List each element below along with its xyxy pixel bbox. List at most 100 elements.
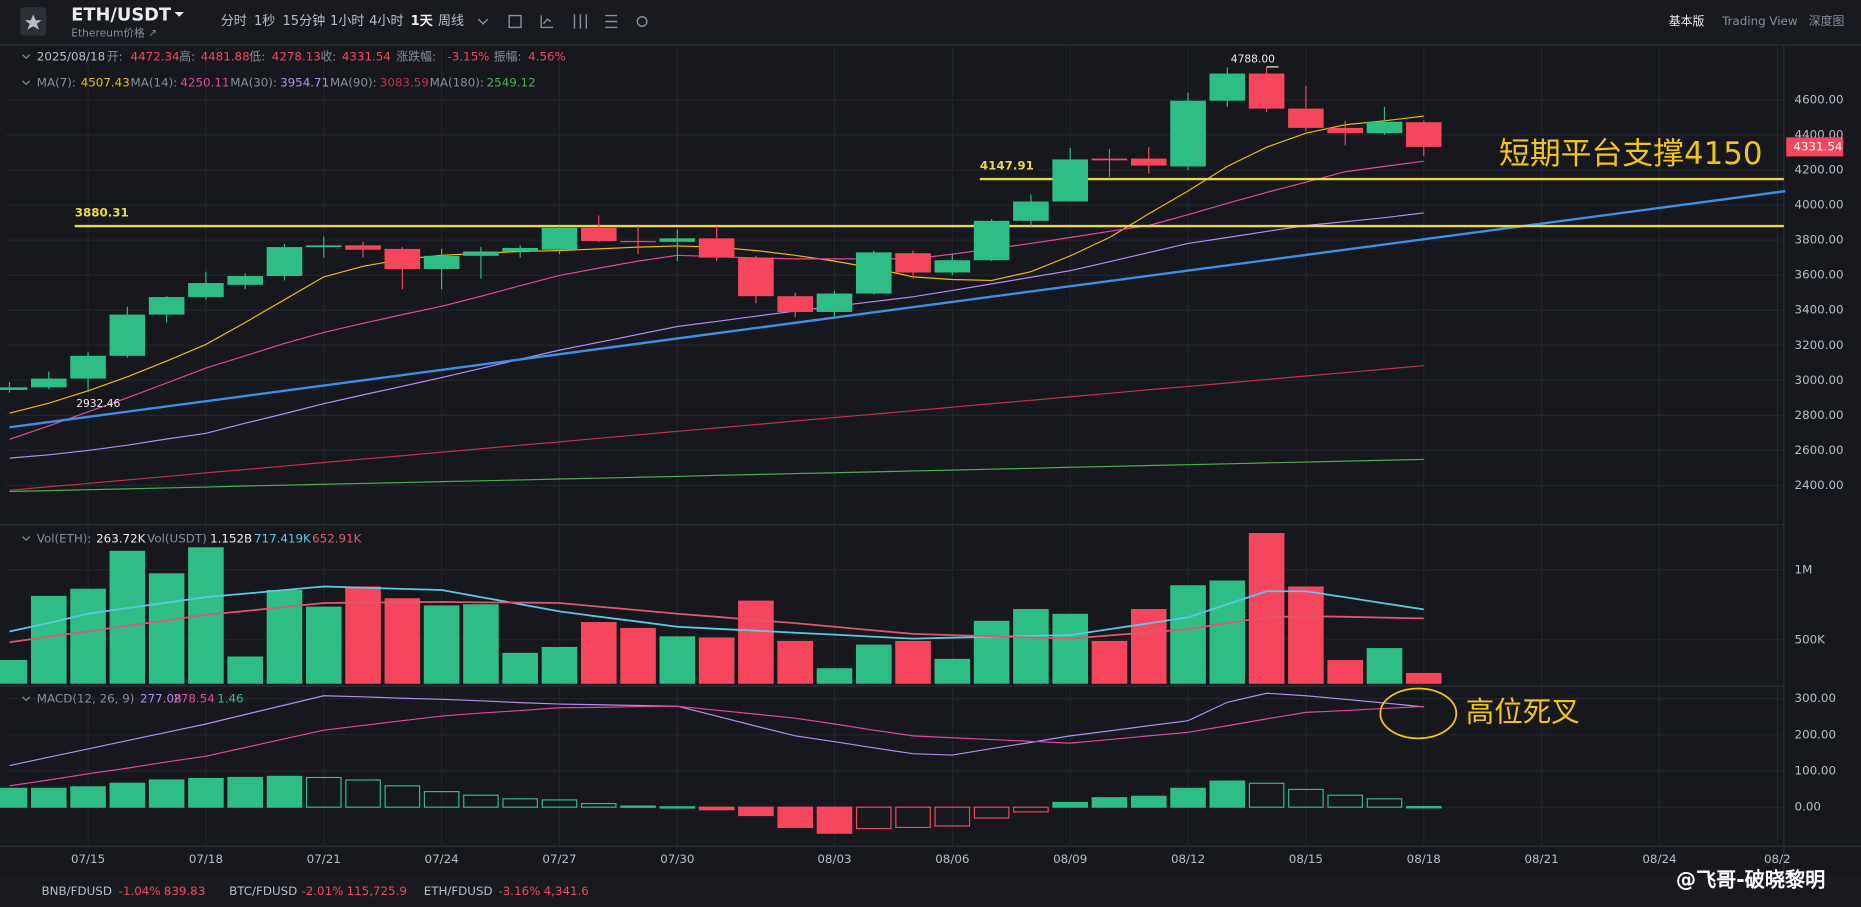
macd-histogram-bar: [266, 775, 303, 808]
more-dropdown[interactable]: [477, 18, 489, 25]
volume-bar: [620, 627, 656, 684]
tool-icon[interactable]: [573, 14, 588, 29]
y-tick-label: 4200.00: [1795, 162, 1844, 176]
volume-ma-line: [9, 600, 1424, 644]
volume-ma-line: [9, 585, 1424, 640]
interval-button[interactable]: 1秒: [254, 14, 275, 29]
symbol[interactable]: ETH/USDT: [71, 5, 172, 26]
volume-bar: [816, 668, 853, 684]
volume-bar: [1170, 585, 1206, 684]
macd-histogram-bar: [70, 786, 106, 808]
y-tick-label: 0.00: [1795, 800, 1821, 814]
ticker-symbol[interactable]: ETH/FDUSD: [424, 884, 493, 898]
asset-name[interactable]: Ethereum价格 ↗: [71, 26, 157, 39]
x-tick-label: 08/09: [1053, 852, 1087, 866]
tool-icon[interactable]: [508, 14, 522, 29]
info-value: -3.15%: [447, 50, 489, 64]
info-label: 涨跌幅:: [396, 50, 436, 64]
trendline: [9, 189, 1786, 429]
x-tick-label: 07/18: [189, 852, 223, 866]
ticker-symbol[interactable]: BTC/FDUSD: [229, 884, 297, 898]
volume-bar: [895, 640, 931, 684]
volume-bar: [109, 550, 146, 684]
ma-legend-label: MA(7):: [37, 76, 76, 90]
x-tick-label: 08/03: [817, 852, 851, 866]
x-tick-label: 07/24: [425, 852, 459, 866]
macd-label: MACD(12, 26, 9): [37, 692, 135, 706]
macd-histogram-bar: [1052, 801, 1088, 808]
ma-line: [9, 212, 1424, 459]
volume-label: Vol(ETH):: [37, 531, 92, 545]
macd-histogram-bar: [580, 802, 617, 808]
macd-histogram-bar: [777, 806, 814, 829]
ma-legend-value: 2549.12: [487, 76, 536, 90]
volume-bar: [738, 600, 774, 684]
y-tick-label: 3600.00: [1795, 268, 1844, 282]
candle-body: [1405, 122, 1442, 147]
interval-button[interactable]: 4小时: [369, 14, 403, 29]
interval-button[interactable]: 1天: [411, 14, 434, 29]
macd-histogram-bar: [1288, 788, 1324, 808]
watermark: @飞哥-破晓黎明: [1676, 867, 1825, 891]
bottom-bar: [0, 874, 1861, 907]
symbol-dropdown[interactable]: [174, 11, 184, 17]
candle-body: [541, 227, 578, 250]
volume-bar: [777, 640, 814, 684]
interval-button[interactable]: 分时: [221, 14, 247, 29]
price-tag: [1786, 137, 1844, 157]
x-tick-label: 08/15: [1289, 852, 1323, 866]
extreme-label: 4788.00: [1231, 53, 1275, 66]
info-label: 高:: [179, 50, 195, 64]
annotation: 高位死叉: [1466, 695, 1580, 728]
macd-histogram-bar: [541, 799, 578, 808]
volume-ma-value: 717.419K: [254, 531, 312, 545]
interval-button[interactable]: 15分钟: [282, 13, 325, 29]
macd-histogram-bar: [0, 787, 28, 808]
ma-legend-label: MA(90):: [330, 76, 377, 90]
x-tick-label: 07/27: [542, 852, 576, 866]
info-date: 2025/08/18: [37, 50, 105, 64]
ticker-symbol[interactable]: BNB/FDUSD: [42, 884, 112, 898]
tool-icon[interactable]: [605, 14, 618, 29]
interval-button[interactable]: 1小时: [330, 14, 364, 29]
candle-body: [659, 238, 696, 242]
info-value: 4.56%: [528, 50, 566, 64]
view-button[interactable]: 深度图: [1809, 14, 1845, 28]
candle-body: [70, 355, 106, 379]
volume-bar: [345, 586, 381, 684]
volume-bar: [1405, 672, 1442, 684]
settings-icon[interactable]: [636, 16, 648, 27]
volume-bar: [1091, 640, 1128, 684]
y-tick-label: 300.00: [1795, 691, 1837, 705]
macd-histogram-bar: [816, 806, 853, 834]
tool-icon[interactable]: [540, 15, 554, 29]
candle-body: [1288, 108, 1324, 128]
candle-body: [816, 293, 853, 312]
candle-body: [1327, 127, 1363, 134]
volume-value: 263.72K: [96, 531, 146, 545]
candle-body: [0, 387, 28, 390]
x-tick-label: 08/21: [1525, 852, 1559, 866]
volume-bar: [423, 605, 460, 684]
highlight-circle: [1379, 687, 1458, 740]
y-tick-label: 2600.00: [1795, 443, 1844, 457]
x-tick-label: 08/2: [1764, 852, 1791, 866]
macd-histogram-bar: [227, 776, 264, 808]
info-label: 开:: [107, 50, 123, 64]
view-button[interactable]: 基本版: [1669, 14, 1705, 28]
collapse-chevron: [22, 696, 31, 702]
interval-button[interactable]: 周线: [438, 14, 464, 29]
x-tick-label: 08/18: [1407, 852, 1441, 866]
volume-bar: [541, 646, 578, 684]
macd-histogram-bar: [423, 791, 460, 808]
candle-body: [1052, 159, 1088, 202]
ticker-price: 4,341.6: [544, 884, 589, 898]
volume-bar: [305, 606, 342, 684]
macd-histogram-bar: [1405, 806, 1442, 809]
macd-histogram-bar: [502, 798, 539, 808]
view-button[interactable]: Trading View: [1721, 14, 1798, 28]
ma-legend-value: 3083.59: [380, 76, 429, 90]
volume-bar: [30, 595, 67, 684]
macd-histogram-bar: [1170, 787, 1206, 808]
